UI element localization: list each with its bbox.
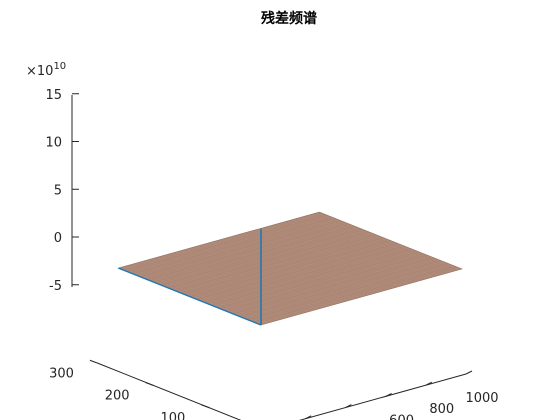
y-tick-mark — [201, 405, 209, 408]
y-tick-mark — [146, 383, 154, 386]
y-tick-label: 300 — [49, 366, 74, 381]
z-exponent-label: ×1010 — [26, 61, 66, 79]
x-tick-label: 600 — [389, 413, 414, 420]
chart-title: 残差频谱 — [261, 10, 317, 27]
x-tick-label: 1000 — [465, 391, 498, 406]
z-tick-label: 15 — [45, 88, 62, 103]
z-tick-label: 10 — [45, 136, 62, 151]
y-tick-mark — [90, 360, 98, 363]
surface — [118, 212, 462, 325]
z-tick-label: -5 — [49, 279, 62, 294]
y-tick-label: 200 — [105, 389, 130, 404]
x-tick-label: 800 — [429, 402, 454, 417]
z-tick-label: 5 — [54, 183, 62, 198]
y-tick-label: 100 — [160, 411, 185, 420]
x-tick-mark — [466, 371, 472, 374]
z-tick-label: 0 — [54, 231, 62, 246]
